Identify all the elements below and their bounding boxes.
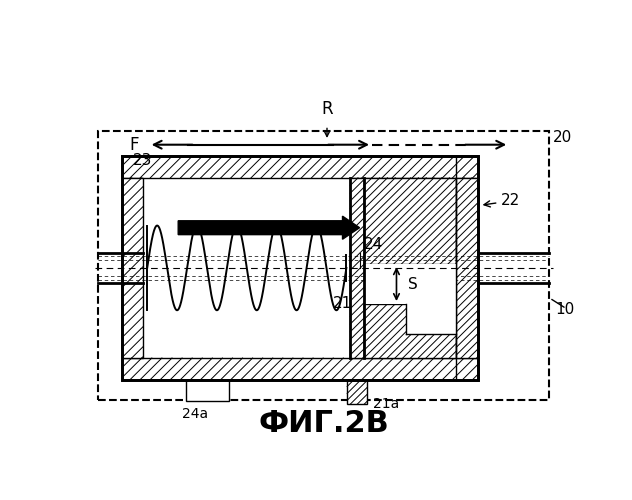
Bar (143, 178, 456, 358)
Bar (121, 156, 478, 380)
Bar (186, 380, 229, 401)
Bar (121, 156, 478, 178)
Bar (406, 304, 456, 334)
Text: 22: 22 (484, 194, 521, 208)
Bar (121, 156, 478, 380)
Text: 24: 24 (364, 236, 383, 252)
Bar (99, 131, 549, 400)
Bar (364, 178, 456, 264)
FancyArrow shape (178, 216, 360, 240)
Text: 21a: 21a (374, 397, 400, 411)
Text: ФИГ.2В: ФИГ.2В (258, 409, 389, 438)
Text: R: R (321, 100, 333, 118)
Text: 24a: 24a (182, 407, 208, 421)
Bar (350, 178, 364, 358)
Bar (121, 178, 143, 358)
Bar (347, 380, 367, 404)
Text: S: S (408, 276, 418, 291)
Text: F: F (130, 136, 139, 154)
Text: 10: 10 (556, 302, 575, 317)
Bar (121, 358, 478, 380)
Bar (456, 178, 478, 358)
Text: 21: 21 (333, 296, 353, 311)
Bar (364, 304, 456, 358)
Bar (364, 264, 456, 304)
Text: 20: 20 (553, 130, 573, 146)
Text: 23: 23 (133, 154, 152, 168)
